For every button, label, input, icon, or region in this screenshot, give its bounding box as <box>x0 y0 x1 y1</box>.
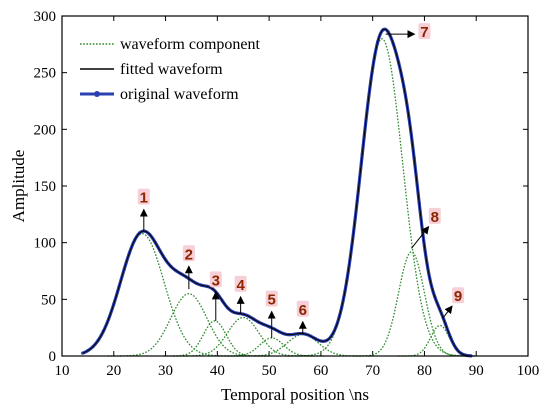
x-tick-label: 20 <box>106 363 121 379</box>
peak-label-5: 5 <box>268 292 276 309</box>
peak-label-8: 8 <box>431 209 439 226</box>
peak-label-bg-9 <box>452 287 465 304</box>
y-tick-labels: 0 50 100 150 200 250 300 <box>34 9 57 365</box>
x-tick-label: 80 <box>417 363 432 379</box>
peak-annotations: 1 2 3 4 5 6 7 8 9 <box>137 23 465 338</box>
peak-label-bg-8 <box>428 207 441 224</box>
component-curve-7 <box>288 37 476 357</box>
peak-label-3: 3 <box>212 272 220 289</box>
x-tick-label: 10 <box>55 363 70 379</box>
peak-label-bg-1 <box>137 188 150 205</box>
x-tick-label: 40 <box>210 363 225 379</box>
legend-label-fitted: fitted waveform <box>120 61 223 78</box>
component-curve-4 <box>173 316 314 357</box>
legend-label-original: original waveform <box>120 86 239 103</box>
x-tick-labels: 10 20 30 40 50 60 70 80 90 100 <box>55 363 540 379</box>
peak-label-6: 6 <box>299 302 307 319</box>
peak-label-bg-2 <box>182 245 195 262</box>
y-tick-label: 50 <box>41 292 56 308</box>
x-tick-label: 70 <box>365 363 380 379</box>
peak-arrow-8 <box>411 225 430 249</box>
plot-frame <box>61 15 529 357</box>
y-tick-label: 100 <box>34 236 57 252</box>
y-axis-label: Amplitude <box>9 150 28 223</box>
peak-label-7: 7 <box>420 24 428 41</box>
x-axis-label: Temporal position \ns <box>221 385 369 404</box>
peak-label-bg-6 <box>296 300 309 317</box>
x-tick-label: 50 <box>262 363 277 379</box>
legend: waveform component fitted waveform origi… <box>80 36 261 103</box>
y-tick-label: 0 <box>49 349 57 365</box>
fitted-waveform-line <box>82 28 472 357</box>
component-curve-2 <box>107 293 271 357</box>
component-curve-9 <box>398 324 476 357</box>
x-tick-label: 100 <box>517 363 540 379</box>
peak-arrow-9 <box>442 305 453 319</box>
peak-label-4: 4 <box>236 277 245 294</box>
peak-label-1: 1 <box>140 190 148 207</box>
peak-label-bg-7 <box>418 23 431 40</box>
peak-label-bg-3 <box>209 271 222 288</box>
peak-label-9: 9 <box>454 288 462 305</box>
component-curve-6 <box>232 333 373 357</box>
peak-label-2: 2 <box>185 246 193 263</box>
legend-label-component: waveform component <box>120 36 261 53</box>
component-curve-8 <box>353 251 470 357</box>
peak-label-bg-5 <box>265 290 278 307</box>
y-tick-label: 200 <box>34 122 57 138</box>
legend-marker-original <box>94 91 100 97</box>
component-curve-3 <box>163 320 266 357</box>
x-tick-label: 60 <box>313 363 328 379</box>
x-tick-label: 30 <box>158 363 173 379</box>
axis-ticks <box>61 15 529 357</box>
x-tick-label: 90 <box>469 363 484 379</box>
y-tick-label: 300 <box>34 9 57 25</box>
y-tick-label: 150 <box>34 179 57 195</box>
peak-label-bg-4 <box>234 275 247 292</box>
fitted-waveform-series <box>82 28 472 357</box>
y-tick-label: 250 <box>34 66 57 82</box>
